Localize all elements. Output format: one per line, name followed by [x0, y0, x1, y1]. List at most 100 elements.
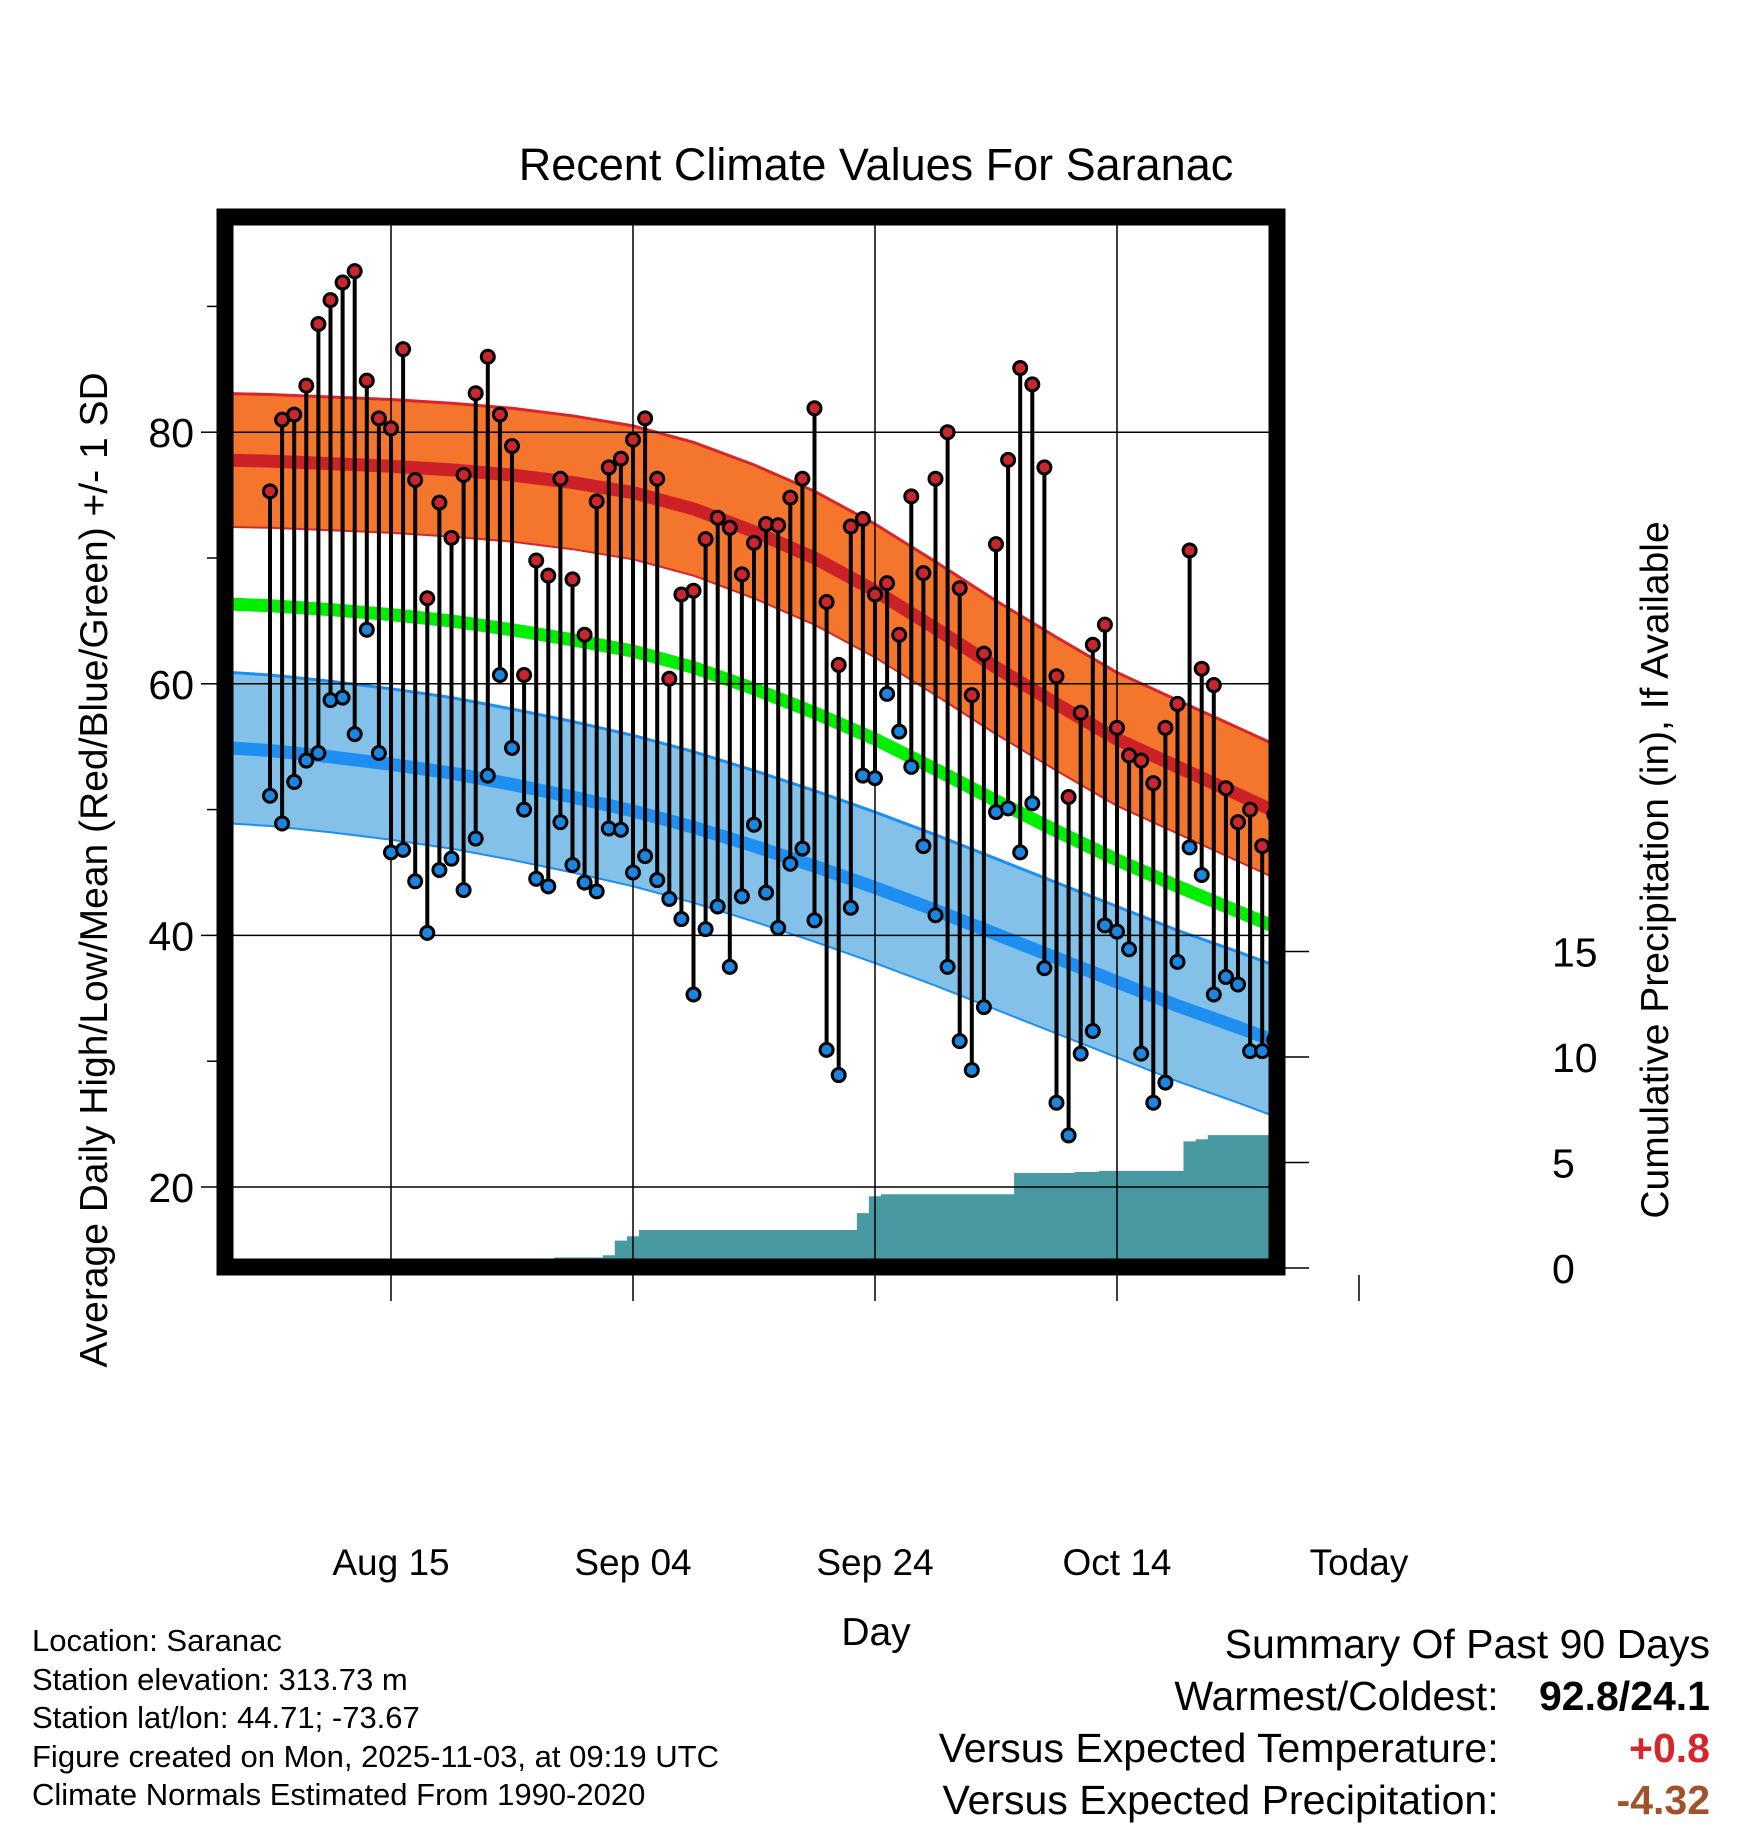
daily-low-point — [733, 888, 750, 905]
daily-low-point — [963, 1062, 980, 1079]
daily-high-point — [322, 292, 339, 309]
daily-low-point — [407, 873, 424, 890]
daily-high-point — [782, 489, 799, 506]
daily-low-point — [1353, 939, 1366, 952]
daily-high-point — [358, 372, 375, 389]
daily-high-point — [818, 594, 835, 611]
daily-high-point — [1060, 789, 1077, 806]
daily-high-point — [528, 552, 545, 569]
daily-low-point — [1254, 1043, 1271, 1060]
daily-high-point — [842, 518, 859, 535]
daily-low-point — [262, 787, 278, 804]
daily-low-point — [1157, 1074, 1174, 1091]
daily-low-point — [794, 840, 811, 857]
daily-low-point — [1121, 941, 1138, 958]
daily-high-point — [794, 470, 811, 487]
daily-high-point — [951, 580, 968, 597]
daily-high-point — [649, 470, 666, 487]
daily-high-point — [709, 509, 726, 526]
x-tick-label: Sep 24 — [816, 1542, 933, 1583]
location-text: Location: Saranac — [32, 1623, 282, 1658]
daily-low-point — [842, 899, 859, 916]
daily-high-point — [564, 571, 581, 588]
daily-low-point — [1340, 1111, 1353, 1124]
daily-low-point — [770, 919, 787, 936]
daily-high-point — [661, 670, 678, 687]
daily-low-point — [552, 814, 569, 831]
daily-low-point — [1060, 1127, 1077, 1144]
daily-high-point — [1181, 542, 1198, 559]
daily-high-point — [310, 316, 327, 333]
daily-low-point — [576, 874, 593, 891]
y-tick-label: 80 — [148, 410, 194, 456]
daily-high-point — [939, 424, 956, 441]
summary-panel: Summary Of Past 90 Days Warmest/Coldest:… — [939, 1618, 1710, 1826]
daily-high-point — [1157, 719, 1174, 736]
daily-high-point — [733, 566, 750, 583]
daily-low-point — [927, 907, 944, 924]
daily-high-point — [1109, 719, 1125, 736]
daily-low-point — [274, 815, 291, 832]
daily-low-point — [455, 882, 472, 899]
daily-low-point — [1205, 986, 1222, 1003]
daily-high-point — [891, 626, 908, 643]
low-sd-upper-edge — [225, 670, 1277, 968]
daily-low-point — [673, 911, 690, 928]
high-sd-upper-edge — [225, 392, 1277, 748]
created-text: Figure created on Mon, 2025-11-03, at 09… — [32, 1738, 719, 1774]
daily-high-point — [504, 438, 520, 455]
daily-high-point — [407, 472, 424, 489]
daily-high-point — [721, 519, 738, 536]
daily-high-point — [612, 450, 629, 467]
daily-high-point — [1036, 459, 1053, 476]
daily-low-point — [467, 830, 484, 847]
daily-low-point — [697, 921, 714, 938]
plot-frame — [216, 208, 1286, 1276]
daily-low-point — [879, 685, 896, 702]
x-tick-label: Oct 14 — [1063, 1542, 1172, 1583]
daily-low-point — [1292, 1100, 1305, 1113]
daily-low-point — [782, 855, 799, 872]
daily-high-point — [431, 494, 448, 511]
daily-low-point — [1304, 1085, 1317, 1098]
daily-low-point — [709, 898, 726, 915]
daily-high-point — [600, 459, 617, 476]
daily-high-point — [1353, 886, 1366, 899]
daily-high-point — [1169, 695, 1186, 712]
daily-high-point — [370, 410, 387, 427]
daily-high-point — [1328, 831, 1341, 844]
daily-high-point — [1316, 865, 1329, 878]
daily-high-point — [540, 567, 557, 584]
daily-low-point — [1000, 800, 1017, 817]
daily-high-point — [1096, 616, 1113, 633]
daily-low-point — [637, 848, 654, 865]
daily-high-point — [1084, 636, 1101, 653]
daily-low-point — [1048, 1094, 1065, 1111]
y2-tick-label: 5 — [1552, 1141, 1575, 1187]
daily-high-point — [286, 406, 303, 423]
daily-low-point — [867, 770, 883, 787]
daily-low-point — [1181, 839, 1198, 856]
temp-label: Versus Expected Temperature: — [938, 1725, 1499, 1771]
daily-low-point — [1328, 1089, 1341, 1102]
daily-low-point — [830, 1067, 847, 1084]
daily-low-point — [661, 890, 678, 907]
daily-high-point — [625, 431, 641, 448]
daily-high-point — [988, 536, 1004, 553]
daily-low-point — [1193, 867, 1210, 884]
daily-high-point — [854, 511, 871, 528]
daily-low-point — [1084, 1023, 1101, 1040]
y-axis-label: Average Daily High/Low/Mean (Red/Blue/Gr… — [73, 372, 116, 1367]
daily-high-point — [697, 531, 714, 548]
daily-low-point — [1316, 979, 1329, 992]
daily-high-point — [1193, 660, 1210, 677]
daily-high-point — [467, 385, 484, 402]
daily-low-point — [915, 838, 932, 855]
daily-high-point — [1205, 677, 1222, 694]
daily-high-point — [1304, 788, 1317, 801]
daily-low-point — [1036, 960, 1053, 977]
daily-low-point — [1133, 1045, 1150, 1062]
